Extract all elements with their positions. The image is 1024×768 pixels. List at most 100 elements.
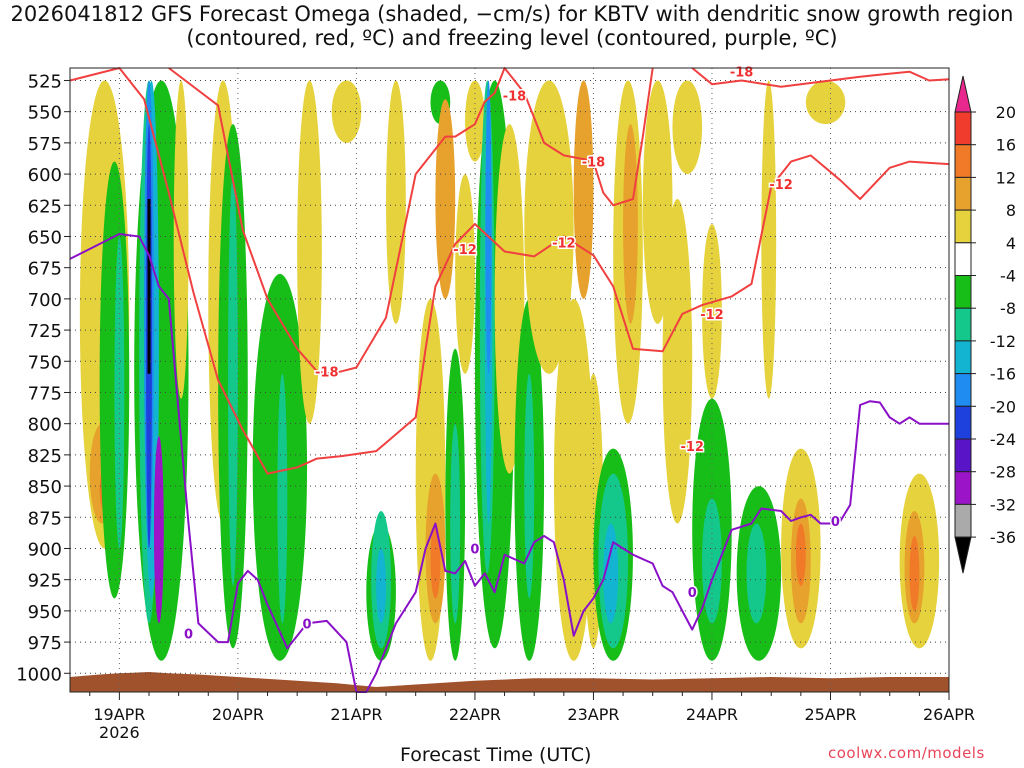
x-year-label: 2026 [99, 723, 140, 742]
colorbar-top-triangle [954, 75, 972, 113]
omega-yel-region [386, 80, 406, 324]
freezing-contour-label: 0 [688, 586, 697, 601]
freezing-contour-label: 0 [831, 515, 840, 530]
y-tick-label: 975 [28, 633, 62, 654]
colorbar-bin [954, 405, 972, 440]
y-tick-label: 850 [28, 477, 62, 498]
x-tick-label: 25APR [804, 705, 856, 724]
x-tick-label: 21APR [330, 705, 382, 724]
omega-teal-region [228, 174, 238, 586]
dgz-contour-label: -12 [700, 308, 724, 323]
x-tick-label: 20APR [212, 705, 264, 724]
omega-yel-region [672, 80, 703, 175]
x-tick-label: 19APR [93, 705, 145, 724]
colorbar-label: -12 [990, 332, 1016, 351]
colorbar-bin [954, 176, 972, 211]
y-tick-label: 700 [28, 290, 62, 311]
colorbar-bin [954, 111, 972, 146]
omega-yel-region [331, 80, 362, 143]
dgz-contour-label: -18 [582, 156, 606, 171]
dgz-contour-label: -18 [503, 89, 527, 104]
freezing-level-line [69, 233, 949, 693]
omega-yel-region [553, 298, 594, 661]
dgz-isotherm-line-0 [69, 67, 950, 475]
colorbar-label: -20 [990, 397, 1016, 416]
source-credit[interactable]: coolwx.com/models [828, 744, 985, 762]
colorbar-bin [954, 340, 972, 375]
colorbar-label: 12 [996, 168, 1016, 187]
dgz-contour-label: -12 [552, 237, 576, 252]
omega-cyan-region [376, 548, 387, 624]
y-axis: 525 550 575 600 625 650 675 700 725 750 775 800 825 8… [16, 71, 70, 685]
omega-teal-region [114, 236, 125, 549]
dgz-contour-label: -12 [453, 243, 477, 258]
colorbar-label: -16 [990, 365, 1016, 384]
x-tick-label: 22APR [449, 705, 501, 724]
omega-gold-region [623, 124, 638, 324]
omega-cyan-region [603, 523, 619, 624]
y-tick-label: 950 [28, 602, 62, 623]
colorbar-label: -28 [990, 463, 1016, 482]
colorbar-bin [954, 373, 972, 407]
omega-org-region [909, 536, 920, 611]
omega-yel-region [761, 80, 777, 399]
dgz-contour-label: -18 [315, 365, 339, 380]
ground-surface [70, 672, 949, 692]
contour-label-layer: -18 -18 -18 -18 -12 -12 -12 -12 -12 0 0 0 0 0 [182, 64, 841, 644]
omega-purp-region [153, 436, 164, 624]
colorbar-label: -8 [1000, 299, 1016, 318]
omega-yel-region [297, 80, 322, 424]
colorbar-label: -4 [1000, 267, 1016, 286]
omega-teal-region [277, 373, 288, 624]
y-tick-label: 575 [28, 134, 62, 155]
colorbar-label: -36 [990, 528, 1016, 547]
colorbar-bin [954, 209, 972, 244]
x-axis: 19APR 20APR 21APR 22APR 23APR 24APR 25APR 26APR… [89, 692, 975, 742]
x-tick-label: 24APR [686, 705, 738, 724]
omega-green-region [99, 161, 130, 599]
colorbar-bin [954, 307, 972, 342]
colorbar-bin [954, 471, 972, 505]
chart-title: 2026041812 GFS Forecast Omega (shaded, −… [10, 2, 1014, 50]
y-tick-label: 750 [28, 352, 62, 373]
y-tick-label: 775 [28, 383, 62, 404]
dgz-contour-label: -18 [730, 66, 754, 81]
colorbar: 20 16 12 8 4 -4 -8 -12 -16 -20 -24 -28 -32 -36 [954, 75, 1016, 574]
freezing-contour-label: 0 [184, 627, 193, 642]
freezing-contour-label: 0 [303, 617, 312, 632]
ground-surface-layer [70, 672, 949, 692]
colorbar-label: 8 [1006, 201, 1016, 220]
y-tick-label: 525 [28, 71, 62, 92]
omega-yel-region [702, 223, 722, 399]
y-tick-label: 650 [28, 227, 62, 248]
omega-black-region [147, 199, 151, 374]
x-tick-label: 26APR [923, 705, 975, 724]
dgz-contour-label: -12 [769, 178, 793, 193]
y-tick-label: 825 [28, 446, 62, 467]
omega-teal-region [746, 523, 767, 624]
dgz-contour-label: -12 [680, 440, 704, 455]
freezing-contour-label: 0 [470, 542, 479, 557]
omega-teal-region [524, 373, 535, 599]
y-tick-label: 875 [28, 508, 62, 529]
colorbar-bottom-triangle [954, 536, 972, 574]
colorbar-label: 20 [996, 103, 1016, 122]
colorbar-bin [954, 275, 972, 309]
omega-yel-region [465, 80, 485, 162]
colorbar-bin [954, 144, 972, 178]
omega-org-region [430, 523, 441, 599]
omega-gold-region [435, 99, 456, 299]
omega-teal-region [450, 423, 461, 624]
x-axis-label: Forecast Time (UTC) [400, 744, 592, 766]
omega-org-region [795, 523, 806, 586]
y-tick-label: 925 [28, 571, 62, 592]
contour-layer [69, 67, 950, 693]
y-tick-label: 550 [28, 103, 62, 124]
omega-yel-region [642, 80, 673, 324]
dgz-isotherm-line-1 [168, 67, 654, 375]
y-tick-label: 800 [28, 415, 62, 436]
colorbar-bin [954, 503, 972, 538]
omega-yel-region [455, 174, 475, 374]
omega-blue-region [485, 80, 492, 374]
